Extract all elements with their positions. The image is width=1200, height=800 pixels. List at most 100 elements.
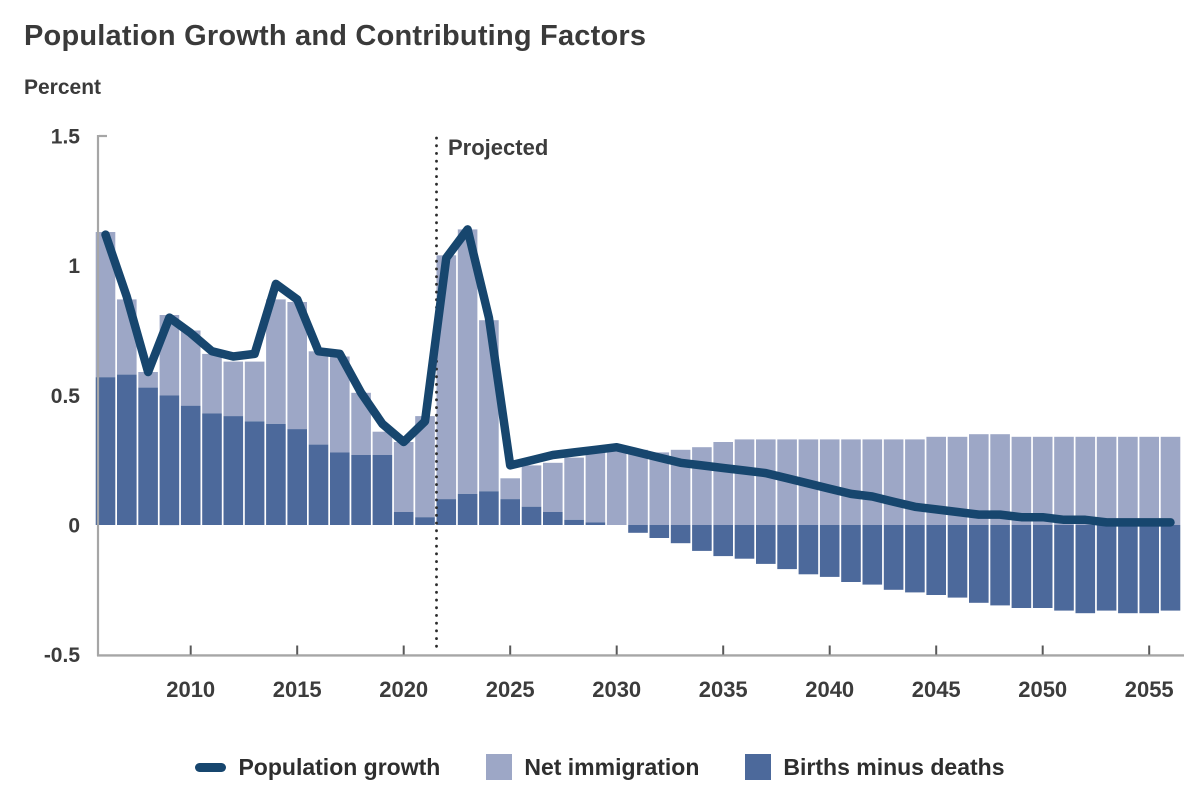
x-tick-label-2020: 2020 bbox=[379, 677, 428, 702]
bar-births-minus-deaths-2053 bbox=[1096, 525, 1117, 611]
bar-births-minus-deaths-2040 bbox=[819, 525, 840, 577]
bar-net-immigration-2008 bbox=[138, 372, 158, 388]
bar-net-immigration-2026 bbox=[521, 465, 542, 507]
bar-net-immigration-2045 bbox=[926, 436, 946, 525]
bar-net-immigration-2010 bbox=[180, 330, 201, 406]
bar-net-immigration-2033 bbox=[670, 449, 691, 525]
bar-births-minus-deaths-2010 bbox=[180, 405, 201, 525]
projected-label: Projected bbox=[448, 135, 548, 160]
bar-net-immigration-2027 bbox=[543, 462, 563, 513]
bar-net-immigration-2051 bbox=[1054, 436, 1074, 525]
bar-net-immigration-2023 bbox=[457, 229, 478, 494]
bar-net-immigration-2028 bbox=[564, 457, 584, 520]
bar-births-minus-deaths-2042 bbox=[862, 525, 883, 585]
bar-net-immigration-2014 bbox=[266, 299, 286, 424]
population-growth-line bbox=[101, 225, 1175, 527]
bar-births-minus-deaths-2017 bbox=[330, 452, 350, 525]
bar-births-minus-deaths-2039 bbox=[798, 525, 819, 575]
bar-births-minus-deaths-2024 bbox=[479, 491, 499, 525]
bar-net-immigration-2042 bbox=[862, 439, 883, 525]
bar-net-immigration-2036 bbox=[734, 439, 755, 525]
bar-net-immigration-2021 bbox=[415, 416, 435, 518]
bar-births-minus-deaths-2022 bbox=[436, 499, 457, 525]
legend-item-population-growth: Population growth bbox=[195, 754, 440, 781]
bar-births-minus-deaths-2028 bbox=[564, 519, 584, 525]
bar-births-minus-deaths-2050 bbox=[1032, 525, 1053, 608]
bar-births-minus-deaths-2016 bbox=[308, 444, 329, 525]
bar-net-immigration-2015 bbox=[287, 302, 307, 430]
bar-births-minus-deaths-2046 bbox=[947, 525, 968, 598]
bar-net-immigration-2035 bbox=[713, 442, 733, 525]
bar-births-minus-deaths-2015 bbox=[287, 429, 307, 525]
bar-net-immigration-2052 bbox=[1075, 436, 1096, 525]
bar-net-immigration-2029 bbox=[585, 452, 606, 523]
bar-births-minus-deaths-2035 bbox=[713, 525, 733, 557]
bar-births-minus-deaths-2018 bbox=[351, 455, 371, 525]
bar-net-immigration-2043 bbox=[883, 439, 904, 525]
bar-net-immigration-2017 bbox=[330, 356, 350, 453]
legend-label-population-growth: Population growth bbox=[238, 753, 441, 780]
page-title: Population Growth and Contributing Facto… bbox=[24, 20, 647, 52]
y-tick-label-1: 1 bbox=[68, 255, 80, 278]
bar-net-immigration-2040 bbox=[819, 439, 840, 525]
bar-net-immigration-2030 bbox=[606, 447, 627, 525]
y-tick-label-1.5: 1.5 bbox=[51, 126, 81, 149]
y-tick-label-0: 0 bbox=[68, 515, 80, 538]
bar-net-immigration-2012 bbox=[223, 361, 244, 417]
x-tick-label-2025: 2025 bbox=[486, 677, 535, 702]
bar-births-minus-deaths-2011 bbox=[202, 413, 222, 525]
bar-births-minus-deaths-2019 bbox=[372, 455, 393, 525]
population-growth-line-marker bbox=[195, 762, 227, 772]
bar-births-minus-deaths-2006 bbox=[95, 377, 116, 525]
bar-births-minus-deaths-2014 bbox=[266, 423, 286, 525]
legend-label-net-immigration: Net immigration bbox=[524, 753, 700, 780]
bar-net-immigration-2054 bbox=[1118, 436, 1138, 525]
net-immigration-swatch bbox=[486, 754, 513, 780]
bar-births-minus-deaths-2007 bbox=[117, 374, 137, 525]
x-tick-label-2045: 2045 bbox=[912, 677, 961, 702]
chart-legend: Population growth Net immigration Births… bbox=[0, 744, 1200, 790]
stacked-bars bbox=[95, 229, 1181, 614]
x-tick-label-2035: 2035 bbox=[699, 677, 748, 702]
bar-births-minus-deaths-2026 bbox=[521, 506, 542, 525]
x-tick-label-2010: 2010 bbox=[166, 677, 215, 702]
bar-net-immigration-2018 bbox=[351, 392, 371, 455]
bar-births-minus-deaths-2032 bbox=[649, 525, 670, 538]
y-axis-unit-label: Percent bbox=[24, 76, 102, 99]
bar-births-minus-deaths-2043 bbox=[883, 525, 904, 590]
bar-net-immigration-2011 bbox=[202, 353, 222, 414]
bar-net-immigration-2034 bbox=[692, 447, 712, 525]
bar-births-minus-deaths-2008 bbox=[138, 387, 158, 525]
bar-births-minus-deaths-2009 bbox=[159, 395, 180, 526]
x-axis-labels: 2010 2015 2020 2025 2030 2035 2040 2045 2050 2055 bbox=[166, 677, 1173, 702]
bar-births-minus-deaths-2036 bbox=[734, 525, 755, 559]
bar-births-minus-deaths-2033 bbox=[670, 525, 691, 544]
bar-births-minus-deaths-2048 bbox=[990, 525, 1010, 606]
y-tick-label--0.5: -0.5 bbox=[44, 644, 81, 667]
bar-births-minus-deaths-2038 bbox=[777, 525, 797, 570]
bar-births-minus-deaths-2012 bbox=[223, 416, 244, 525]
bar-net-immigration-2047 bbox=[969, 434, 989, 525]
bar-births-minus-deaths-2056 bbox=[1160, 525, 1181, 611]
births-minus-deaths-swatch bbox=[745, 754, 772, 780]
bar-births-minus-deaths-2054 bbox=[1118, 525, 1138, 614]
x-tick-label-2040: 2040 bbox=[805, 677, 854, 702]
bar-net-immigration-2006 bbox=[95, 232, 116, 378]
bar-net-immigration-2019 bbox=[372, 431, 393, 455]
bar-net-immigration-2031 bbox=[628, 449, 648, 525]
bar-births-minus-deaths-2041 bbox=[841, 525, 861, 582]
bar-births-minus-deaths-2031 bbox=[628, 525, 648, 533]
bar-births-minus-deaths-2027 bbox=[543, 512, 563, 525]
bar-births-minus-deaths-2044 bbox=[905, 525, 925, 593]
bar-births-minus-deaths-2049 bbox=[1011, 525, 1032, 608]
bar-net-immigration-2046 bbox=[947, 436, 968, 525]
bar-net-immigration-2049 bbox=[1011, 436, 1032, 525]
bar-births-minus-deaths-2021 bbox=[415, 517, 435, 525]
bar-net-immigration-2016 bbox=[308, 351, 329, 445]
bar-net-immigration-2037 bbox=[756, 439, 776, 525]
x-tick-label-2015: 2015 bbox=[273, 677, 322, 702]
y-axis-labels: 1.5 1 0.5 0 -0.5 bbox=[44, 126, 81, 668]
bar-births-minus-deaths-2013 bbox=[244, 421, 265, 525]
bar-net-immigration-2053 bbox=[1096, 436, 1117, 525]
bar-births-minus-deaths-2023 bbox=[457, 493, 478, 525]
